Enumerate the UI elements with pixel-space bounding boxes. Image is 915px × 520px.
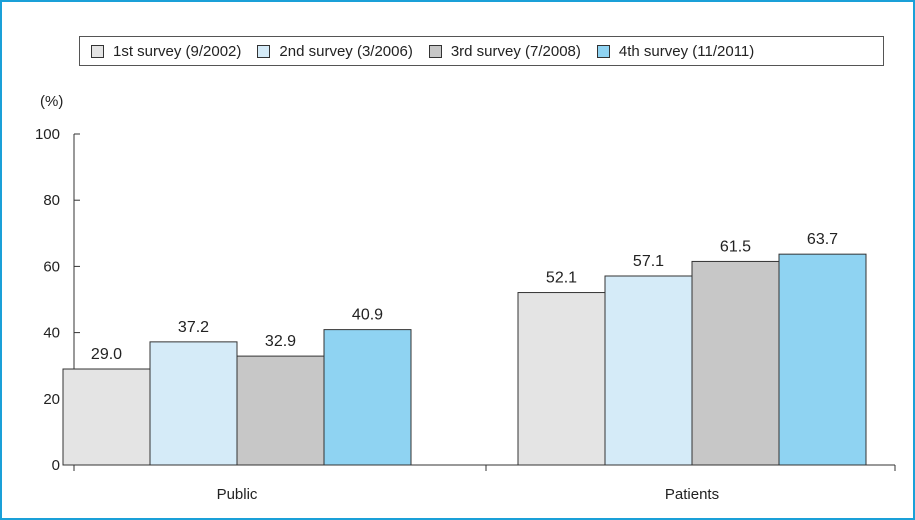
legend-swatch [257, 44, 271, 58]
legend-label: 1st survey (9/2002) [113, 42, 242, 60]
legend-swatch [91, 44, 104, 58]
y-tick-label: 80 [43, 192, 60, 209]
bar-value-label: 63.7 [807, 231, 838, 248]
legend-item: 1st survey (9/2002) [91, 43, 241, 60]
bar-value-label: 37.2 [178, 319, 209, 336]
legend-item: 4th survey (11/2011) [596, 42, 755, 60]
y-tick-label: 60 [43, 258, 60, 275]
data-labels: 29.0 37.2 32.9 40.9 52.1 57.1 61.5 63.7 [91, 231, 838, 363]
bar [236, 355, 325, 466]
bar [323, 329, 412, 466]
bar-value-label: 52.1 [546, 270, 577, 287]
legend-swatch [428, 44, 442, 58]
bar [691, 260, 780, 466]
chart-legend: 1st survey (9/2002) 2nd survey (3/2006) 3r… [79, 36, 884, 66]
legend-label: 3rd survey (7/2008) [450, 42, 581, 60]
x-category-label: Public [217, 486, 258, 503]
bar-value-label: 61.5 [720, 238, 751, 255]
bars [62, 253, 867, 466]
bar [517, 292, 606, 466]
y-tick-label: 0 [52, 457, 60, 474]
y-tick-label: 40 [43, 325, 60, 342]
bar-value-label: 57.1 [633, 253, 664, 270]
legend-label: 4th survey (11/2011) [618, 42, 755, 60]
legend-item: 3rd survey (7/2008) [428, 42, 581, 60]
bar [62, 368, 151, 466]
y-axis-unit-label: (%) [40, 93, 63, 110]
bar [149, 341, 238, 466]
legend-label: 2nd survey (3/2006) [279, 42, 413, 60]
bar-value-label: 29.0 [91, 346, 122, 363]
y-tick-label: 100 [35, 126, 60, 143]
bar-value-label: 40.9 [352, 307, 383, 324]
bar [604, 275, 693, 466]
bar-value-label: 32.9 [265, 333, 296, 350]
y-tick-label: 20 [43, 391, 60, 408]
x-category-label: Patients [665, 486, 719, 503]
legend-item: 2nd survey (3/2006) [257, 42, 413, 60]
legend-swatch [596, 44, 610, 58]
bar [778, 253, 867, 466]
